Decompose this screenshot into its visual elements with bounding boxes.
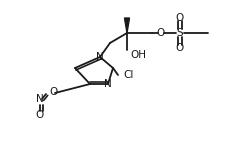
Text: O: O [157,28,165,38]
Text: OH: OH [130,50,146,60]
Text: Cl: Cl [123,70,133,80]
Text: O: O [176,43,184,53]
Text: O: O [176,13,184,23]
Polygon shape [125,18,130,33]
Text: N: N [104,79,112,89]
Text: S: S [177,28,183,38]
Text: O: O [49,87,57,97]
Text: N: N [96,52,104,62]
Text: O: O [36,110,44,120]
Text: N: N [36,94,44,104]
